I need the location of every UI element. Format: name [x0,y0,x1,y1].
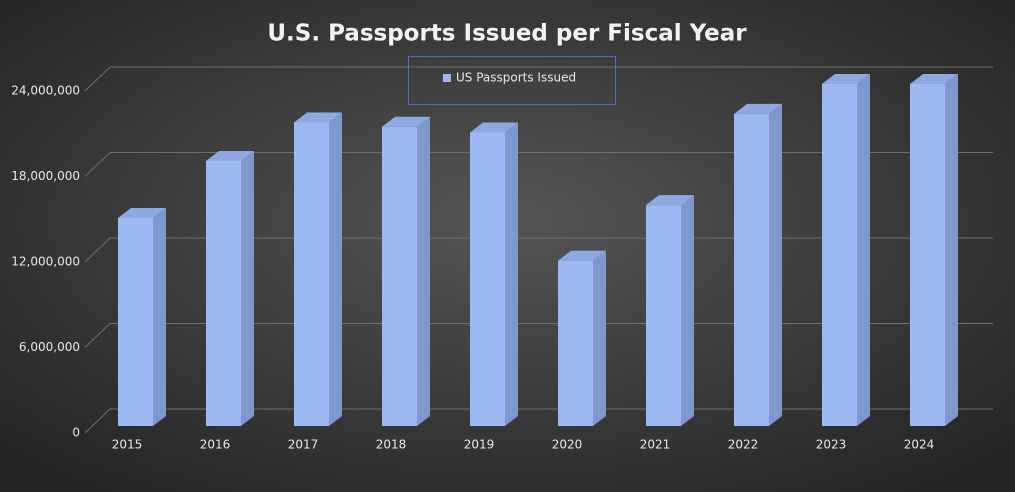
x-tick-label: 2016 [200,438,231,452]
bar-front [646,205,681,426]
bar-front [558,260,593,426]
bar [558,250,606,426]
bar-front [294,122,329,426]
x-tick-label: 2018 [376,438,407,452]
bar [118,207,166,426]
y-tick-label: 18,000,000 [11,169,80,183]
bar [294,112,342,426]
x-tick-label: 2024 [904,438,935,452]
bar-side [329,112,342,426]
grid-line [84,408,993,434]
bar-front [822,84,857,426]
plot-area: 0 6,000,000 12,000,000 18,000,000 24,000,000… [11,66,993,452]
grid-line [84,66,993,92]
bar-side [593,250,606,426]
bar-side [769,103,782,427]
bar [910,74,958,426]
bar-side [681,195,694,426]
bar-front [206,160,241,426]
x-tick-label: 2020 [552,438,583,452]
bar-top [470,122,518,133]
y-tick-label: 12,000,000 [11,255,80,269]
x-tick-label: 2023 [816,438,847,452]
bar-side [857,74,870,426]
bar-front [470,132,505,426]
bar [822,74,870,426]
grid-line [84,323,993,348]
bar-front [734,113,769,427]
x-tick-label: 2019 [464,438,495,452]
bar-top [382,116,430,127]
legend-swatch [443,74,451,82]
bar-side [945,74,958,426]
bar-side [505,122,518,426]
bar [470,122,518,426]
x-tick-label: 2022 [728,438,759,452]
bar [646,195,694,426]
bar-side [417,116,430,426]
bar-top [910,74,958,84]
y-tick-label: 24,000,000 [11,84,80,98]
bar-side [241,150,254,426]
bar-top [118,207,166,218]
grid-line [84,152,993,177]
x-tick-label: 2021 [640,438,671,452]
bar-top [646,195,694,206]
bar [734,103,782,427]
bar-side [153,207,166,426]
bar-top [734,103,782,114]
legend-box [408,56,616,105]
bar [206,150,254,426]
bar-front [118,217,153,426]
x-tick-label: 2017 [288,438,319,452]
bar [382,116,430,426]
y-tick-label: 6,000,000 [19,340,80,354]
x-tick-label: 2015 [112,438,143,452]
y-tick-label: 0 [72,426,80,440]
bar-top [206,150,254,161]
chart-title: U.S. Passports Issued per Fiscal Year [267,21,747,47]
bar-front [910,84,945,426]
bar-top [558,250,606,261]
grid-line [84,237,993,263]
bar-top [822,74,870,84]
bar-top [294,112,342,123]
legend-label: US Passports Issued [456,71,576,85]
bar-front [382,126,417,426]
